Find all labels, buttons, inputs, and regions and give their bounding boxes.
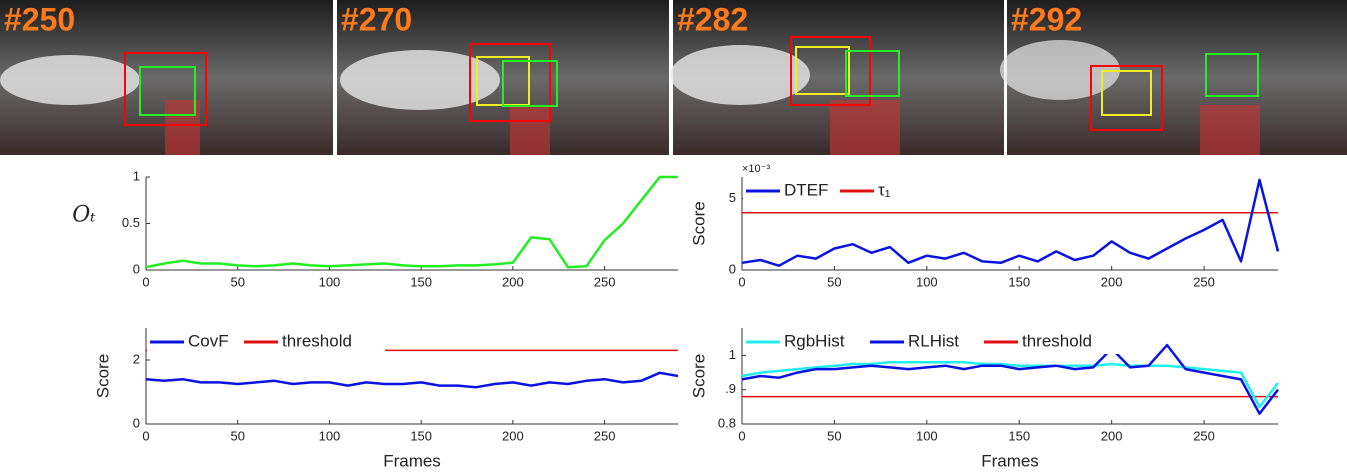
y-tick-label: 1 (729, 347, 736, 362)
legend-label: DTEF (784, 180, 828, 199)
frame-3: #292 (1000, 0, 1347, 155)
y-axis-label: Score (93, 354, 112, 398)
y-tick-label: 0 (133, 261, 140, 276)
frame-0: #250 (0, 0, 333, 155)
x-tick-label: 150 (1008, 274, 1030, 289)
y-axis-label: Score (689, 201, 708, 245)
x-tick-label: 150 (1008, 428, 1030, 443)
x-tick-label: 50 (230, 428, 244, 443)
x-tick-label: 250 (594, 274, 616, 289)
x-tick-label: 100 (319, 428, 341, 443)
frame-label: #282 (677, 1, 748, 37)
x-axis-label: Frames (981, 451, 1039, 470)
y-tick-label: .9 (725, 381, 736, 396)
legend-label: τ₁ (878, 180, 891, 199)
x-tick-label: 200 (1101, 274, 1123, 289)
x-tick-label: 200 (502, 274, 524, 289)
x-tick-label: 250 (1193, 428, 1215, 443)
x-tick-label: 50 (230, 274, 244, 289)
series-line (145, 175, 678, 269)
x-tick-label: 0 (738, 428, 745, 443)
series-line (145, 371, 679, 389)
x-tick-label: 0 (738, 274, 745, 289)
x-tick-label: 50 (827, 274, 841, 289)
y-axis-label: Score (689, 354, 708, 398)
frame-label: #250 (4, 1, 75, 37)
frame-label: #292 (1011, 1, 1082, 37)
frame-label: #270 (341, 1, 412, 37)
x-tick-label: 150 (410, 428, 432, 443)
x-tick-label: 100 (319, 274, 341, 289)
x-tick-label: 100 (916, 428, 938, 443)
frame-2: #282 (670, 0, 1004, 155)
series-line (741, 178, 1280, 267)
y-tick-label: 0.5 (122, 215, 140, 230)
y-axis-label: Oₜ (72, 203, 96, 228)
x-tick-label: 250 (594, 428, 616, 443)
x-tick-label: 250 (1193, 274, 1215, 289)
x-tick-label: 50 (827, 428, 841, 443)
legend-label: CovF (188, 331, 229, 350)
legend-label: RLHist (908, 331, 959, 350)
series-line (741, 361, 1279, 409)
x-tick-label: 150 (410, 274, 432, 289)
legend-label: threshold (282, 331, 352, 350)
y-tick-label: 0.8 (718, 415, 736, 430)
scale-note: ×10⁻³ (742, 163, 770, 175)
x-tick-label: 200 (1101, 428, 1123, 443)
frame-1: #270 (337, 0, 669, 155)
x-axis-label: Frames (383, 451, 441, 470)
legend-box (743, 330, 1125, 354)
x-tick-label: 200 (502, 428, 524, 443)
y-tick-label: 5 (729, 190, 736, 205)
series-line (741, 343, 1279, 415)
x-tick-label: 100 (916, 274, 938, 289)
x-tick-label: 0 (142, 274, 149, 289)
y-tick-label: 0 (729, 261, 736, 276)
y-tick-label: 0 (133, 415, 140, 430)
legend-label: threshold (1022, 331, 1092, 350)
y-tick-label: 1 (133, 168, 140, 183)
x-tick-label: 0 (142, 428, 149, 443)
y-tick-label: 2 (133, 351, 140, 366)
legend-label: RgbHist (784, 331, 845, 350)
